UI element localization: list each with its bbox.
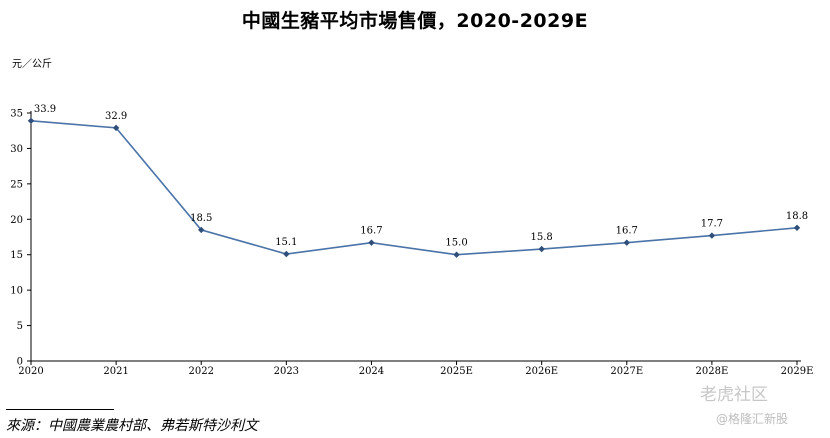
y-tick-label: 35: [10, 109, 23, 120]
x-tick-label: 2021: [103, 366, 128, 377]
data-point-marker: [793, 224, 801, 231]
series-line: [30, 119, 798, 256]
x-tick-label: 2022: [188, 366, 213, 377]
y-tick-label: 0: [17, 357, 23, 368]
chart-title: 中國生豬平均市場售價，2020-2029E: [241, 10, 589, 32]
data-label: 16.7: [616, 226, 638, 237]
data-label: 15.1: [275, 237, 297, 248]
data-label: 15.0: [445, 238, 467, 249]
x-tick-label: 2020: [18, 366, 43, 377]
x-tick-label: 2026E: [525, 366, 558, 377]
x-tick-label: 2027E: [610, 366, 643, 377]
data-label: 16.7: [360, 226, 382, 237]
watermark-handle: @格隆汇新股: [716, 412, 789, 426]
data-label: 18.8: [786, 211, 808, 222]
data-label: 18.5: [190, 213, 212, 224]
data-point-marker: [623, 239, 630, 246]
x-tick-label: 2025E: [440, 366, 473, 377]
x-tick-label: 2023: [274, 366, 299, 377]
data-point-marker: [453, 251, 460, 258]
source-divider: [6, 409, 114, 410]
y-tick-label: 20: [10, 215, 23, 226]
data-label: 33.9: [34, 104, 56, 115]
data-point-marker: [112, 124, 120, 132]
y-tick-label: 15: [10, 250, 23, 261]
data-point-marker: [538, 245, 545, 253]
data-point-marker: [368, 239, 375, 246]
data-label: 15.8: [531, 232, 553, 243]
x-tick-label: 2029E: [781, 366, 814, 377]
data-point-marker: [27, 117, 35, 124]
y-tick-label: 30: [10, 144, 23, 155]
y-tick-label: 10: [10, 286, 23, 297]
y-axis-unit-label: 元／公斤: [12, 59, 52, 70]
data-point-marker: [283, 250, 290, 258]
source-note: 來源：中國農業農村部、弗若斯特沙利文: [6, 418, 258, 434]
watermark-brand: 老虎社区: [700, 385, 768, 405]
y-tick-label: 5: [17, 321, 23, 332]
x-tick-label: 2028E: [696, 366, 729, 377]
data-point-marker: [198, 226, 205, 234]
y-tick-label: 25: [10, 179, 23, 190]
x-tick-label: 2024: [359, 366, 384, 377]
data-label: 17.7: [701, 219, 723, 230]
data-label: 32.9: [105, 111, 127, 122]
data-point-marker: [708, 232, 716, 239]
